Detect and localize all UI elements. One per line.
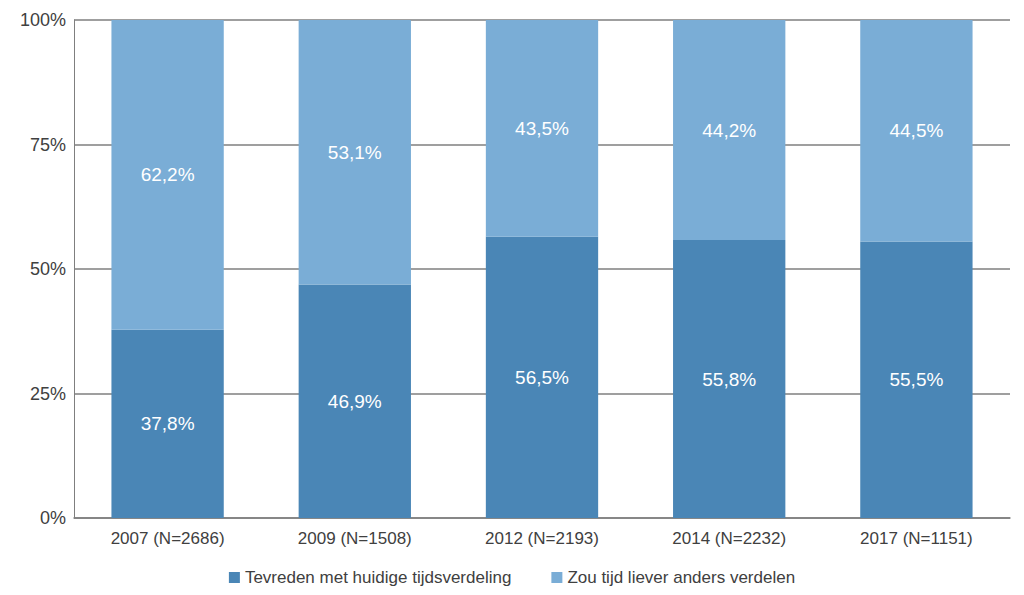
svg-text:2009 (N=1508): 2009 (N=1508): [298, 529, 412, 548]
svg-text:0%: 0%: [40, 508, 66, 528]
svg-text:55,5%: 55,5%: [889, 369, 943, 390]
svg-text:53,1%: 53,1%: [328, 142, 382, 163]
svg-text:50%: 50%: [30, 259, 66, 279]
svg-text:2014 (N=2232): 2014 (N=2232): [672, 529, 786, 548]
svg-text:55,8%: 55,8%: [702, 369, 756, 390]
svg-text:25%: 25%: [30, 384, 66, 404]
svg-text:Zou tijd liever anders verdele: Zou tijd liever anders verdelen: [567, 568, 795, 587]
svg-text:37,8%: 37,8%: [141, 413, 195, 434]
svg-text:56,5%: 56,5%: [515, 367, 569, 388]
svg-text:44,2%: 44,2%: [702, 120, 756, 141]
svg-text:75%: 75%: [30, 135, 66, 155]
svg-text:46,9%: 46,9%: [328, 391, 382, 412]
svg-text:44,5%: 44,5%: [889, 120, 943, 141]
svg-text:2017 (N=1151): 2017 (N=1151): [860, 529, 973, 548]
svg-text:43,5%: 43,5%: [515, 118, 569, 139]
svg-text:2007 (N=2686): 2007 (N=2686): [111, 529, 225, 548]
svg-text:100%: 100%: [20, 10, 66, 30]
svg-text:2012 (N=2193): 2012 (N=2193): [485, 529, 599, 548]
svg-text:62,2%: 62,2%: [141, 164, 195, 185]
svg-text:Tevreden met huidige tijdsverd: Tevreden met huidige tijdsverdeling: [245, 568, 512, 587]
